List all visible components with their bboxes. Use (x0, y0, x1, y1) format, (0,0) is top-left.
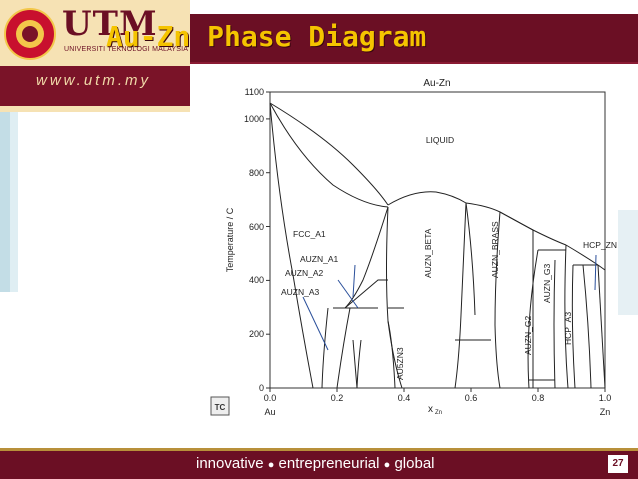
software-logo-icon: TC (210, 396, 230, 416)
x-tick-label: 0.4 (398, 393, 411, 403)
footer-band (0, 451, 638, 479)
phase-label-auzn-a1: AUZN_A1 (300, 254, 339, 264)
x-tick-label: 0.8 (532, 393, 545, 403)
seal-inner (16, 20, 44, 48)
left-decoration-inner (0, 112, 10, 292)
label-leaders (302, 254, 597, 351)
phase-diagram-figure: Au-Zn 0 200 400 600 800 1000 1100 Temper… (203, 75, 618, 430)
right-element-label: Zn (600, 407, 611, 417)
phase-diagram: Au-Zn 0 200 400 600 800 1000 1100 Temper… (210, 78, 617, 417)
phase-label-au5zn3: AU5ZN3 (395, 347, 405, 380)
y-tick-label: 0 (259, 383, 264, 393)
phase-label-auzn-a2: AUZN_A2 (285, 268, 324, 278)
diagram-title: Au-Zn (423, 78, 450, 89)
header-divider (0, 62, 638, 64)
phase-label-hcp-a3: HCP_A3 (563, 312, 573, 345)
university-url: www.utm.my (36, 72, 152, 89)
tagline-innovative: innovative (196, 455, 264, 472)
x-tick-label: 0.0 (264, 393, 277, 403)
seal-core (22, 26, 38, 42)
url-band (0, 66, 190, 106)
tagline-separator: ● (267, 459, 275, 471)
y-tick-label: 800 (249, 168, 264, 178)
logo-subtitle: UNIVERSITI TEKNOLOGI MALAYSIA (64, 46, 189, 53)
page-number: 27 (608, 455, 628, 473)
y-tick-label: 1000 (244, 114, 264, 124)
y-axis-label: Temperature / C (225, 207, 235, 272)
y-tick-label: 1100 (245, 87, 264, 97)
phase-label-liquid: LIQUID (426, 135, 454, 145)
phase-label-auzn-g2: AUZN_G2 (523, 316, 533, 355)
logo-wordmark: UTM (62, 4, 158, 44)
university-seal-icon (4, 8, 56, 60)
x-tick-label: 0.6 (465, 393, 478, 403)
tagline-global: global (394, 455, 435, 472)
y-tick-label: 600 (249, 222, 264, 232)
tagline-separator: ● (383, 459, 391, 471)
phase-label-fcc-a1: FCC_A1 (293, 229, 326, 239)
phase-label-hcp-zn: HCP_ZN (583, 240, 617, 250)
phase-label-auzn-a3: AUZN_A3 (281, 287, 320, 297)
y-axis: 0 200 400 600 800 1000 1100 (244, 87, 270, 393)
phase-label-auzn-beta: AUZN_BETA (423, 228, 433, 278)
y-tick-label: 400 (249, 275, 264, 285)
plot-frame (269, 91, 606, 389)
phase-label-auzn-g3: AUZN_G3 (542, 264, 552, 303)
footer-accent-line (0, 448, 638, 451)
x-axis: 0.0 0.2 0.4 0.6 0.8 1.0 (264, 388, 612, 403)
x-tick-label: 1.0 (599, 393, 612, 403)
left-element-label: Au (264, 407, 275, 417)
phase-boundaries (269, 102, 606, 389)
slide-title: Au-Zn Phase Diagram (106, 20, 427, 53)
y-tick-label: 200 (249, 329, 264, 339)
footer-tagline: innovative ● entrepreneurial ● global (196, 455, 435, 474)
tagline-entrepreneurial: entrepreneurial (278, 455, 380, 472)
phase-label-auzn-brass: AUZN_BRASS (490, 221, 500, 278)
x-tick-label: 0.2 (331, 393, 344, 403)
software-logo-text: TC (215, 403, 226, 412)
x-axis-label: x Zn (428, 404, 442, 416)
utm-logo-block: UTM UNIVERSITI TEKNOLOGI MALAYSIA www.ut… (0, 0, 190, 112)
